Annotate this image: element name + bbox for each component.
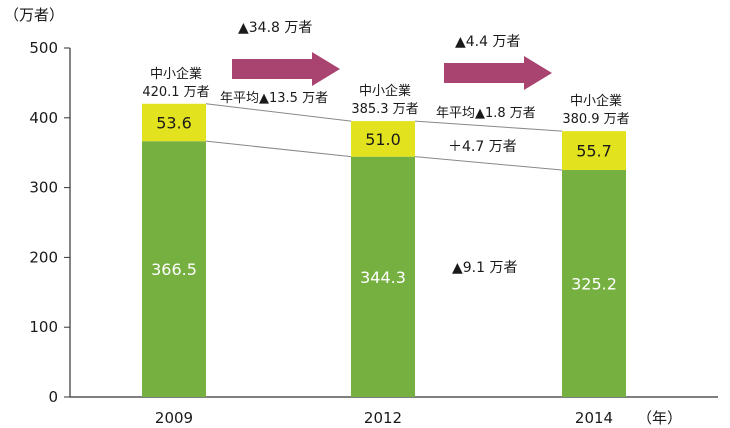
- change-label-2: ▲4.4 万者: [455, 34, 520, 50]
- total-value: 420.1 万者: [142, 85, 209, 100]
- x-tick-label: 2012: [364, 409, 402, 427]
- bar-segment-bottom: [562, 170, 626, 397]
- bar-segment-top: [351, 121, 415, 157]
- average-label-2: 年平均▲1.8 万者: [436, 106, 536, 121]
- x-axis-ticks: 2009 2012 2014: [155, 409, 613, 427]
- connector-line-boundary: [205, 140, 352, 158]
- top-segment-change-label: ＋4.7 万者: [448, 139, 517, 155]
- bar-segment-bottom: [351, 156, 415, 397]
- connector-line-total: [414, 120, 563, 132]
- x-axis-unit: （年）: [637, 409, 682, 427]
- total-title: 中小企業: [150, 66, 202, 82]
- total-title: 中小企業: [359, 83, 411, 99]
- bar-segment-top: [562, 131, 626, 171]
- change-label-1: ▲34.8 万者: [238, 20, 312, 36]
- connector-line-boundary: [414, 156, 563, 171]
- total-value: 380.9 万者: [562, 112, 629, 127]
- y-tick-label: 0: [48, 388, 58, 406]
- change-arrow-2: [444, 56, 552, 90]
- y-tick-label: 100: [29, 318, 58, 336]
- y-axis-ticks: 0 100 200 300 400 500: [29, 39, 70, 406]
- y-tick-label: 200: [29, 248, 58, 266]
- bar-value-label-top: 55.7: [576, 142, 612, 161]
- y-tick-label: 400: [29, 109, 58, 127]
- bars: 366.5 53.6 344.3 51.0 325.2 55.7: [142, 103, 626, 397]
- change-arrow-1: [232, 52, 340, 86]
- x-tick-label: 2009: [155, 409, 193, 427]
- x-tick-label: 2014: [575, 409, 613, 427]
- y-tick-label: 300: [29, 179, 58, 197]
- connector-line-total: [205, 103, 352, 122]
- bar-value-label-bottom: 325.2: [571, 275, 617, 294]
- bar-value-label-bottom: 366.5: [151, 260, 197, 279]
- bar-value-label-top: 53.6: [156, 113, 192, 132]
- total-title: 中小企業: [570, 93, 622, 109]
- bottom-segment-change-label: ▲9.1 万者: [452, 260, 517, 276]
- y-axis-unit: （万者）: [4, 6, 64, 24]
- bar-value-label-top: 51.0: [365, 130, 401, 149]
- bar-value-label-bottom: 344.3: [360, 268, 406, 287]
- bar-segment-bottom: [142, 141, 206, 397]
- average-label-1: 年平均▲13.5 万者: [220, 91, 328, 106]
- y-tick-label: 500: [29, 39, 58, 57]
- connector-lines: [205, 103, 563, 171]
- bar-segment-top: [142, 103, 206, 142]
- total-value: 385.3 万者: [351, 102, 418, 117]
